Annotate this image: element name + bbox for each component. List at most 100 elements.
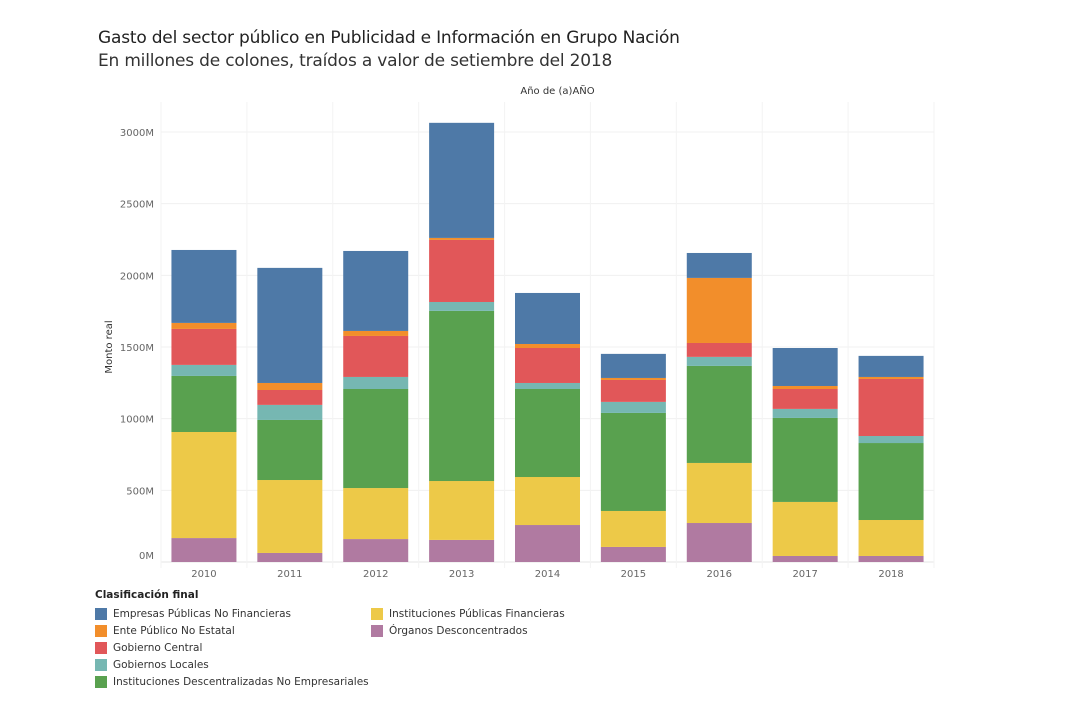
bar-segment[interactable]: 2010 — Gobierno Central: 251M bbox=[171, 328, 237, 365]
chart-subtitle: En millones de colones, traídos a valor … bbox=[98, 51, 613, 71]
bar-segment[interactable]: 2017 — Órganos Desconcentrados: 42M bbox=[772, 555, 838, 562]
bar-segment[interactable]: 2015 — Ente Público No Estatal: 14M bbox=[600, 377, 666, 380]
legend-item[interactable]: Instituciones Públicas Financieras bbox=[371, 605, 565, 622]
legend-swatch bbox=[371, 624, 383, 637]
stacked-bar-chart: 2010 — Órganos Desconcentrados: 167M2010… bbox=[104, 102, 935, 580]
bar-segment[interactable]: 2015 — Instituciones Públicas Financiera… bbox=[600, 510, 666, 547]
bar-segment[interactable]: 2013 — Instituciones Descentralizadas No… bbox=[429, 310, 495, 482]
legend-label: Gobierno Central bbox=[113, 641, 203, 654]
x-axis-header: Año de (a)AÑO bbox=[520, 86, 595, 97]
bar-segment[interactable]: 2014 — Empresas Públicas No Financieras:… bbox=[515, 292, 580, 344]
legend-label: Empresas Públicas No Financieras bbox=[113, 607, 292, 620]
bar-segment[interactable]: 2012 — Gobierno Central: 286M bbox=[343, 335, 409, 377]
bar-segment[interactable]: 2012 — Gobiernos Locales: 84M bbox=[343, 376, 409, 389]
bar-segment[interactable]: 2013 — Gobierno Central: 433M bbox=[429, 239, 495, 302]
y-tick-label: 2500M bbox=[120, 200, 154, 211]
bar-stack-2013: 2013 — Órganos Desconcentrados: 154M2013… bbox=[429, 122, 495, 562]
bar-stack-2017: 2017 — Órganos Desconcentrados: 42M2017 … bbox=[772, 348, 838, 562]
x-tick-label: 2018 bbox=[878, 569, 903, 580]
bar-stack-2014: 2014 — Órganos Desconcentrados: 258M2014… bbox=[515, 292, 580, 562]
bar-segment[interactable]: 2014 — Instituciones Descentralizadas No… bbox=[515, 388, 580, 478]
bar-segment[interactable]: 2013 — Ente Público No Estatal: 14M bbox=[429, 237, 495, 240]
bar-segment[interactable]: 2016 — Instituciones Descentralizadas No… bbox=[686, 365, 752, 463]
bar-segment[interactable]: 2014 — Ente Público No Estatal: 28M bbox=[515, 343, 580, 349]
bar-segment[interactable]: 2013 — Gobiernos Locales: 62M bbox=[429, 301, 495, 311]
legend-item[interactable]: Ente Público No Estatal bbox=[95, 622, 235, 639]
bar-segment[interactable]: 2018 — Instituciones Públicas Financiera… bbox=[858, 520, 924, 556]
bar-segment[interactable]: 2012 — Instituciones Descentralizadas No… bbox=[343, 388, 409, 489]
bar-segment[interactable]: 2010 — Instituciones Descentralizadas No… bbox=[171, 375, 237, 432]
bar-segment[interactable]: 2010 — Gobiernos Locales: 77M bbox=[171, 364, 237, 376]
x-tick-label: 2016 bbox=[707, 569, 732, 580]
bar-segment[interactable]: 2011 — Instituciones Públicas Financiera… bbox=[257, 480, 323, 553]
bar-segment[interactable]: 2010 — Ente Público No Estatal: 42M bbox=[171, 322, 237, 329]
bar-segment[interactable]: 2017 — Ente Público No Estatal: 21M bbox=[772, 385, 838, 389]
bar-segment[interactable]: 2014 — Gobiernos Locales: 42M bbox=[515, 382, 580, 389]
bar-segment[interactable]: 2017 — Gobiernos Locales: 63M bbox=[772, 408, 838, 418]
bar-segment[interactable]: 2016 — Gobiernos Locales: 63M bbox=[686, 356, 752, 366]
bar-segment[interactable]: 2012 — Órganos Desconcentrados: 160M bbox=[343, 539, 409, 562]
bar-segment[interactable]: 2012 — Ente Público No Estatal: 35M bbox=[343, 330, 409, 336]
bar-segment[interactable]: 2018 — Gobierno Central: 398M bbox=[858, 378, 924, 437]
x-tick-label: 2010 bbox=[191, 569, 216, 580]
bar-segment[interactable]: 2010 — Instituciones Públicas Financiera… bbox=[171, 431, 237, 539]
y-axis-label: Monto real bbox=[104, 320, 115, 373]
bar-segment[interactable]: 2014 — Gobierno Central: 244M bbox=[515, 348, 580, 383]
bar-segment[interactable]: 2018 — Órganos Desconcentrados: 42M bbox=[858, 555, 924, 562]
legend-label: Ente Público No Estatal bbox=[113, 624, 235, 637]
legend-swatch bbox=[371, 607, 383, 620]
bar-segment[interactable]: 2011 — Ente Público No Estatal: 49M bbox=[257, 382, 323, 390]
bar-segment[interactable]: 2018 — Gobiernos Locales: 49M bbox=[858, 436, 924, 444]
bar-segment[interactable]: 2013 — Órganos Desconcentrados: 154M bbox=[429, 539, 495, 562]
bar-segment[interactable]: 2011 — Instituciones Descentralizadas No… bbox=[257, 419, 323, 481]
legend-items: Empresas Públicas No Financieras Ente Púb… bbox=[95, 605, 615, 695]
bar-segment[interactable]: 2017 — Gobierno Central: 139M bbox=[772, 388, 838, 409]
x-tick-label: 2015 bbox=[621, 569, 646, 580]
bar-segment[interactable]: 2017 — Instituciones Públicas Financiera… bbox=[772, 501, 838, 556]
bar-segment[interactable]: 2010 — Empresas Públicas No Financieras:… bbox=[171, 249, 237, 323]
bar-segment[interactable]: 2015 — Gobierno Central: 153M bbox=[600, 379, 666, 402]
y-tick-label: 3000M bbox=[120, 128, 154, 139]
legend-swatch bbox=[95, 675, 107, 688]
bar-segment[interactable]: 2018 — Instituciones Descentralizadas No… bbox=[858, 443, 924, 521]
bar-segment[interactable]: 2018 — Empresas Públicas No Financieras:… bbox=[858, 355, 924, 377]
bar-segment[interactable]: 2015 — Gobiernos Locales: 77M bbox=[600, 401, 666, 413]
bar-segment[interactable]: 2018 — Ente Público No Estatal: 14M bbox=[858, 376, 924, 379]
legend-item[interactable]: Gobierno Central bbox=[95, 639, 202, 656]
bar-segment[interactable]: 2016 — Empresas Públicas No Financieras:… bbox=[686, 252, 752, 278]
bar-segment[interactable]: 2017 — Instituciones Descentralizadas No… bbox=[772, 417, 838, 502]
y-tick-label: 0M bbox=[139, 551, 154, 562]
bar-segment[interactable]: 2015 — Empresas Públicas No Financieras:… bbox=[600, 353, 666, 378]
bar-stack-2011: 2011 — Órganos Desconcentrados: 63M2011 … bbox=[257, 267, 323, 562]
legend-item[interactable]: Órganos Desconcentrados bbox=[371, 622, 528, 639]
legend-item[interactable]: Empresas Públicas No Financieras bbox=[95, 605, 291, 622]
bar-segment[interactable]: 2011 — Gobiernos Locales: 105M bbox=[257, 404, 323, 420]
bar-segment[interactable]: 2014 — Instituciones Públicas Financiera… bbox=[515, 477, 580, 526]
y-axis-ticks: 0M 500M 1000M 1500M 2000M 2500M 3000M bbox=[120, 128, 154, 562]
bar-segment[interactable]: 2010 — Órganos Desconcentrados: 167M bbox=[171, 538, 237, 562]
bar-segment[interactable]: 2012 — Empresas Públicas No Financieras:… bbox=[343, 250, 409, 331]
bar-segment[interactable]: 2011 — Órganos Desconcentrados: 63M bbox=[257, 552, 323, 562]
bar-segment[interactable]: 2016 — Ente Público No Estatal: 454M bbox=[686, 277, 752, 343]
bar-segment[interactable]: 2011 — Gobierno Central: 104M bbox=[257, 390, 323, 405]
legend-swatch bbox=[95, 607, 107, 620]
bar-segment[interactable]: 2013 — Empresas Públicas No Financieras:… bbox=[429, 122, 495, 238]
bar-stack-2015: 2015 — Órganos Desconcentrados: 105M2015… bbox=[600, 353, 666, 562]
bar-segment[interactable]: 2016 — Órganos Desconcentrados: 272M bbox=[686, 523, 752, 562]
bar-segment[interactable]: 2017 — Empresas Públicas No Financieras:… bbox=[772, 348, 838, 386]
bar-segment[interactable]: 2011 — Empresas Públicas No Financieras:… bbox=[257, 267, 323, 383]
legend-item[interactable]: Gobiernos Locales bbox=[95, 656, 209, 673]
bar-segment[interactable]: 2012 — Instituciones Públicas Financiera… bbox=[343, 488, 409, 540]
bar-stack-2010: 2010 — Órganos Desconcentrados: 167M2010… bbox=[171, 249, 237, 562]
bar-segment[interactable]: 2016 — Gobierno Central: 97M bbox=[686, 342, 752, 357]
bar-segment[interactable]: 2015 — Órganos Desconcentrados: 105M bbox=[600, 546, 666, 562]
bar-segment[interactable]: 2016 — Instituciones Públicas Financiera… bbox=[686, 462, 752, 524]
bar-segment[interactable]: 2014 — Órganos Desconcentrados: 258M bbox=[515, 525, 580, 562]
bar-segment[interactable]: 2013 — Instituciones Públicas Financiera… bbox=[429, 481, 495, 540]
x-tick-label: 2013 bbox=[449, 569, 474, 580]
bar-segment[interactable]: 2015 — Instituciones Descentralizadas No… bbox=[600, 412, 666, 511]
bar-stack-2012: 2012 — Órganos Desconcentrados: 160M2012… bbox=[343, 250, 409, 562]
y-tick-label: 1000M bbox=[120, 415, 154, 426]
legend-item[interactable]: Instituciones Descentralizadas No Empres… bbox=[95, 673, 369, 690]
legend: Clasificación final Empresas Públicas No… bbox=[95, 589, 615, 695]
